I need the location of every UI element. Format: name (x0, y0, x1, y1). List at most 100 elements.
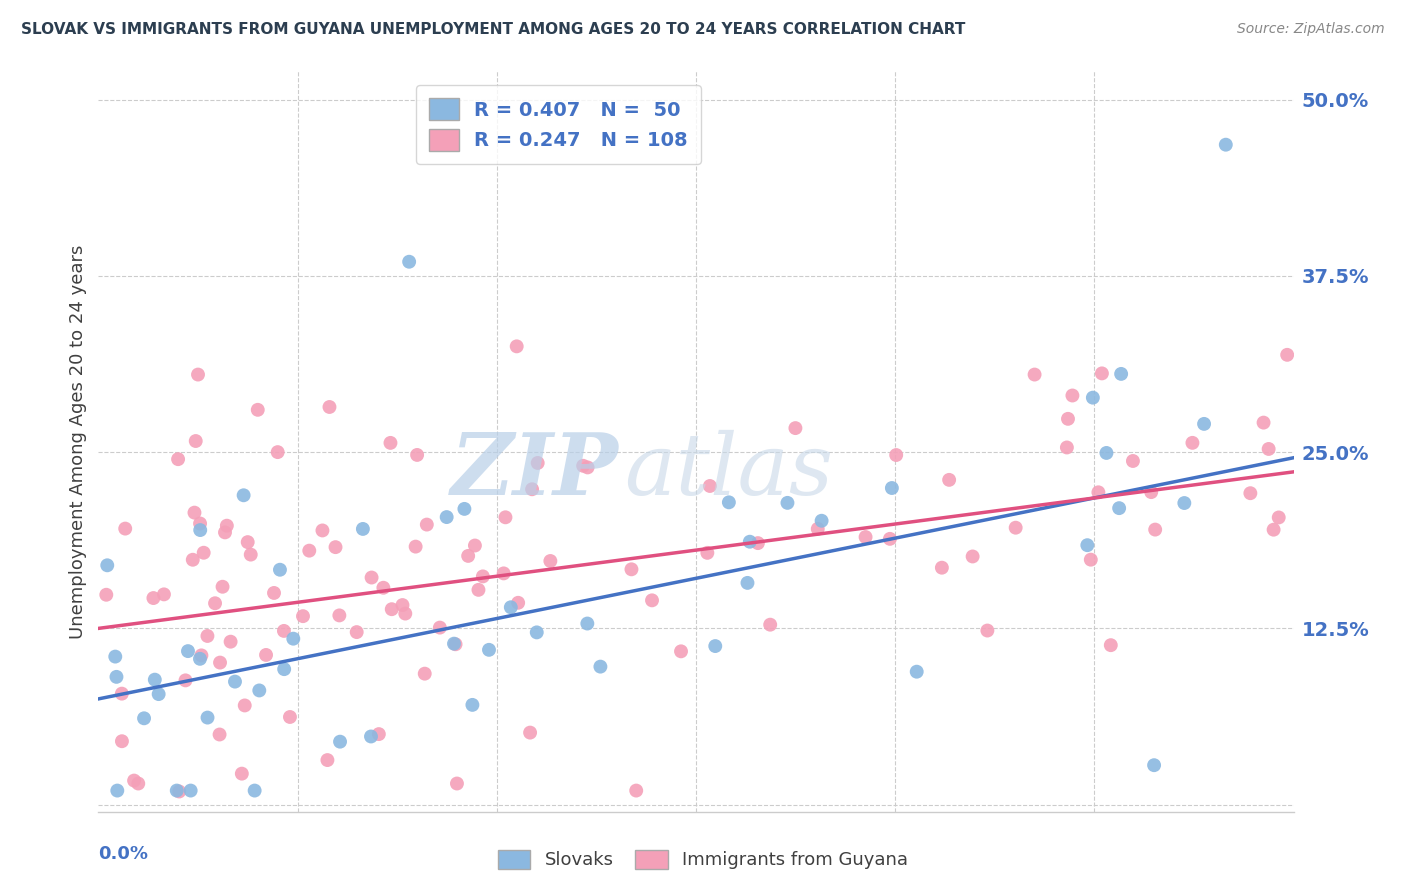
Point (328, 608, 350, 623)
Point (398, 254, 420, 268)
Point (166, 783, 188, 797)
Point (436, 510, 458, 524)
Point (283, 632, 305, 646)
Point (747, 536, 769, 550)
Point (391, 598, 413, 612)
Point (478, 643, 501, 657)
Point (111, 687, 134, 701)
Point (738, 534, 761, 549)
Point (413, 666, 436, 681)
Point (1257, 442, 1279, 456)
Point (153, 587, 176, 601)
Point (1056, 441, 1078, 455)
Point (810, 514, 832, 528)
Point (174, 673, 197, 688)
Point (122, 773, 145, 788)
Point (143, 673, 166, 687)
Point (976, 624, 998, 638)
Point (167, 784, 190, 798)
Point (167, 452, 190, 467)
Point (520, 482, 543, 496)
Point (508, 596, 530, 610)
Point (492, 566, 515, 581)
Point (263, 586, 285, 600)
Point (737, 575, 759, 590)
Point (1062, 388, 1084, 402)
Point (1004, 521, 1026, 535)
Point (273, 624, 295, 638)
Point (453, 502, 475, 516)
Y-axis label: Unemployment Among Ages 20 to 24 years: Unemployment Among Ages 20 to 24 years (69, 244, 87, 639)
Point (1095, 446, 1118, 460)
Point (526, 625, 548, 640)
Point (962, 549, 984, 564)
Point (1143, 758, 1166, 772)
Point (325, 540, 347, 554)
Point (1080, 552, 1102, 566)
Point (759, 617, 782, 632)
Legend: Slovaks, Immigrants from Guyana: Slovaks, Immigrants from Guyana (489, 841, 917, 879)
Point (197, 629, 219, 643)
Point (233, 698, 256, 713)
Point (211, 580, 233, 594)
Point (367, 727, 389, 741)
Point (394, 607, 416, 621)
Point (1140, 485, 1163, 500)
Point (373, 581, 395, 595)
Point (239, 548, 262, 562)
Point (526, 456, 548, 470)
Point (1076, 538, 1098, 552)
Point (231, 766, 253, 780)
Text: Source: ZipAtlas.com: Source: ZipAtlas.com (1237, 22, 1385, 37)
Point (443, 637, 465, 651)
Point (1024, 368, 1046, 382)
Point (1081, 391, 1104, 405)
Point (641, 593, 664, 607)
Point (905, 665, 928, 679)
Point (267, 445, 290, 459)
Point (807, 522, 830, 536)
Text: SLOVAK VS IMMIGRANTS FROM GUYANA UNEMPLOYMENT AMONG AGES 20 TO 24 YEARS CORRELAT: SLOVAK VS IMMIGRANTS FROM GUYANA UNEMPLO… (21, 22, 966, 37)
Point (177, 644, 200, 658)
Point (96, 588, 118, 602)
Point (406, 448, 429, 462)
Point (183, 506, 205, 520)
Point (273, 662, 295, 676)
Point (291, 609, 314, 624)
Point (776, 496, 799, 510)
Point (669, 644, 692, 658)
Point (114, 522, 136, 536)
Point (214, 525, 236, 540)
Point (346, 625, 368, 640)
Point (1091, 367, 1114, 381)
Point (696, 546, 718, 560)
Point (105, 670, 128, 684)
Point (931, 560, 953, 574)
Point (311, 524, 333, 538)
Point (243, 783, 266, 797)
Point (444, 637, 467, 651)
Point (104, 649, 127, 664)
Point (132, 711, 155, 725)
Point (254, 648, 277, 662)
Point (1144, 523, 1167, 537)
Point (247, 683, 270, 698)
Text: 0.0%: 0.0% (98, 845, 149, 863)
Legend: R = 0.407   N =  50, R = 0.247   N = 108: R = 0.407 N = 50, R = 0.247 N = 108 (416, 85, 702, 164)
Point (576, 460, 599, 475)
Point (457, 549, 479, 563)
Point (380, 436, 402, 450)
Point (589, 659, 612, 673)
Point (461, 698, 484, 712)
Point (180, 783, 202, 797)
Point (111, 734, 134, 748)
Point (188, 523, 211, 537)
Text: ZIP: ZIP (450, 429, 619, 513)
Point (208, 727, 231, 741)
Point (416, 517, 439, 532)
Point (506, 339, 529, 353)
Point (1108, 501, 1130, 516)
Point (880, 481, 903, 495)
Point (193, 546, 215, 560)
Point (495, 510, 517, 524)
